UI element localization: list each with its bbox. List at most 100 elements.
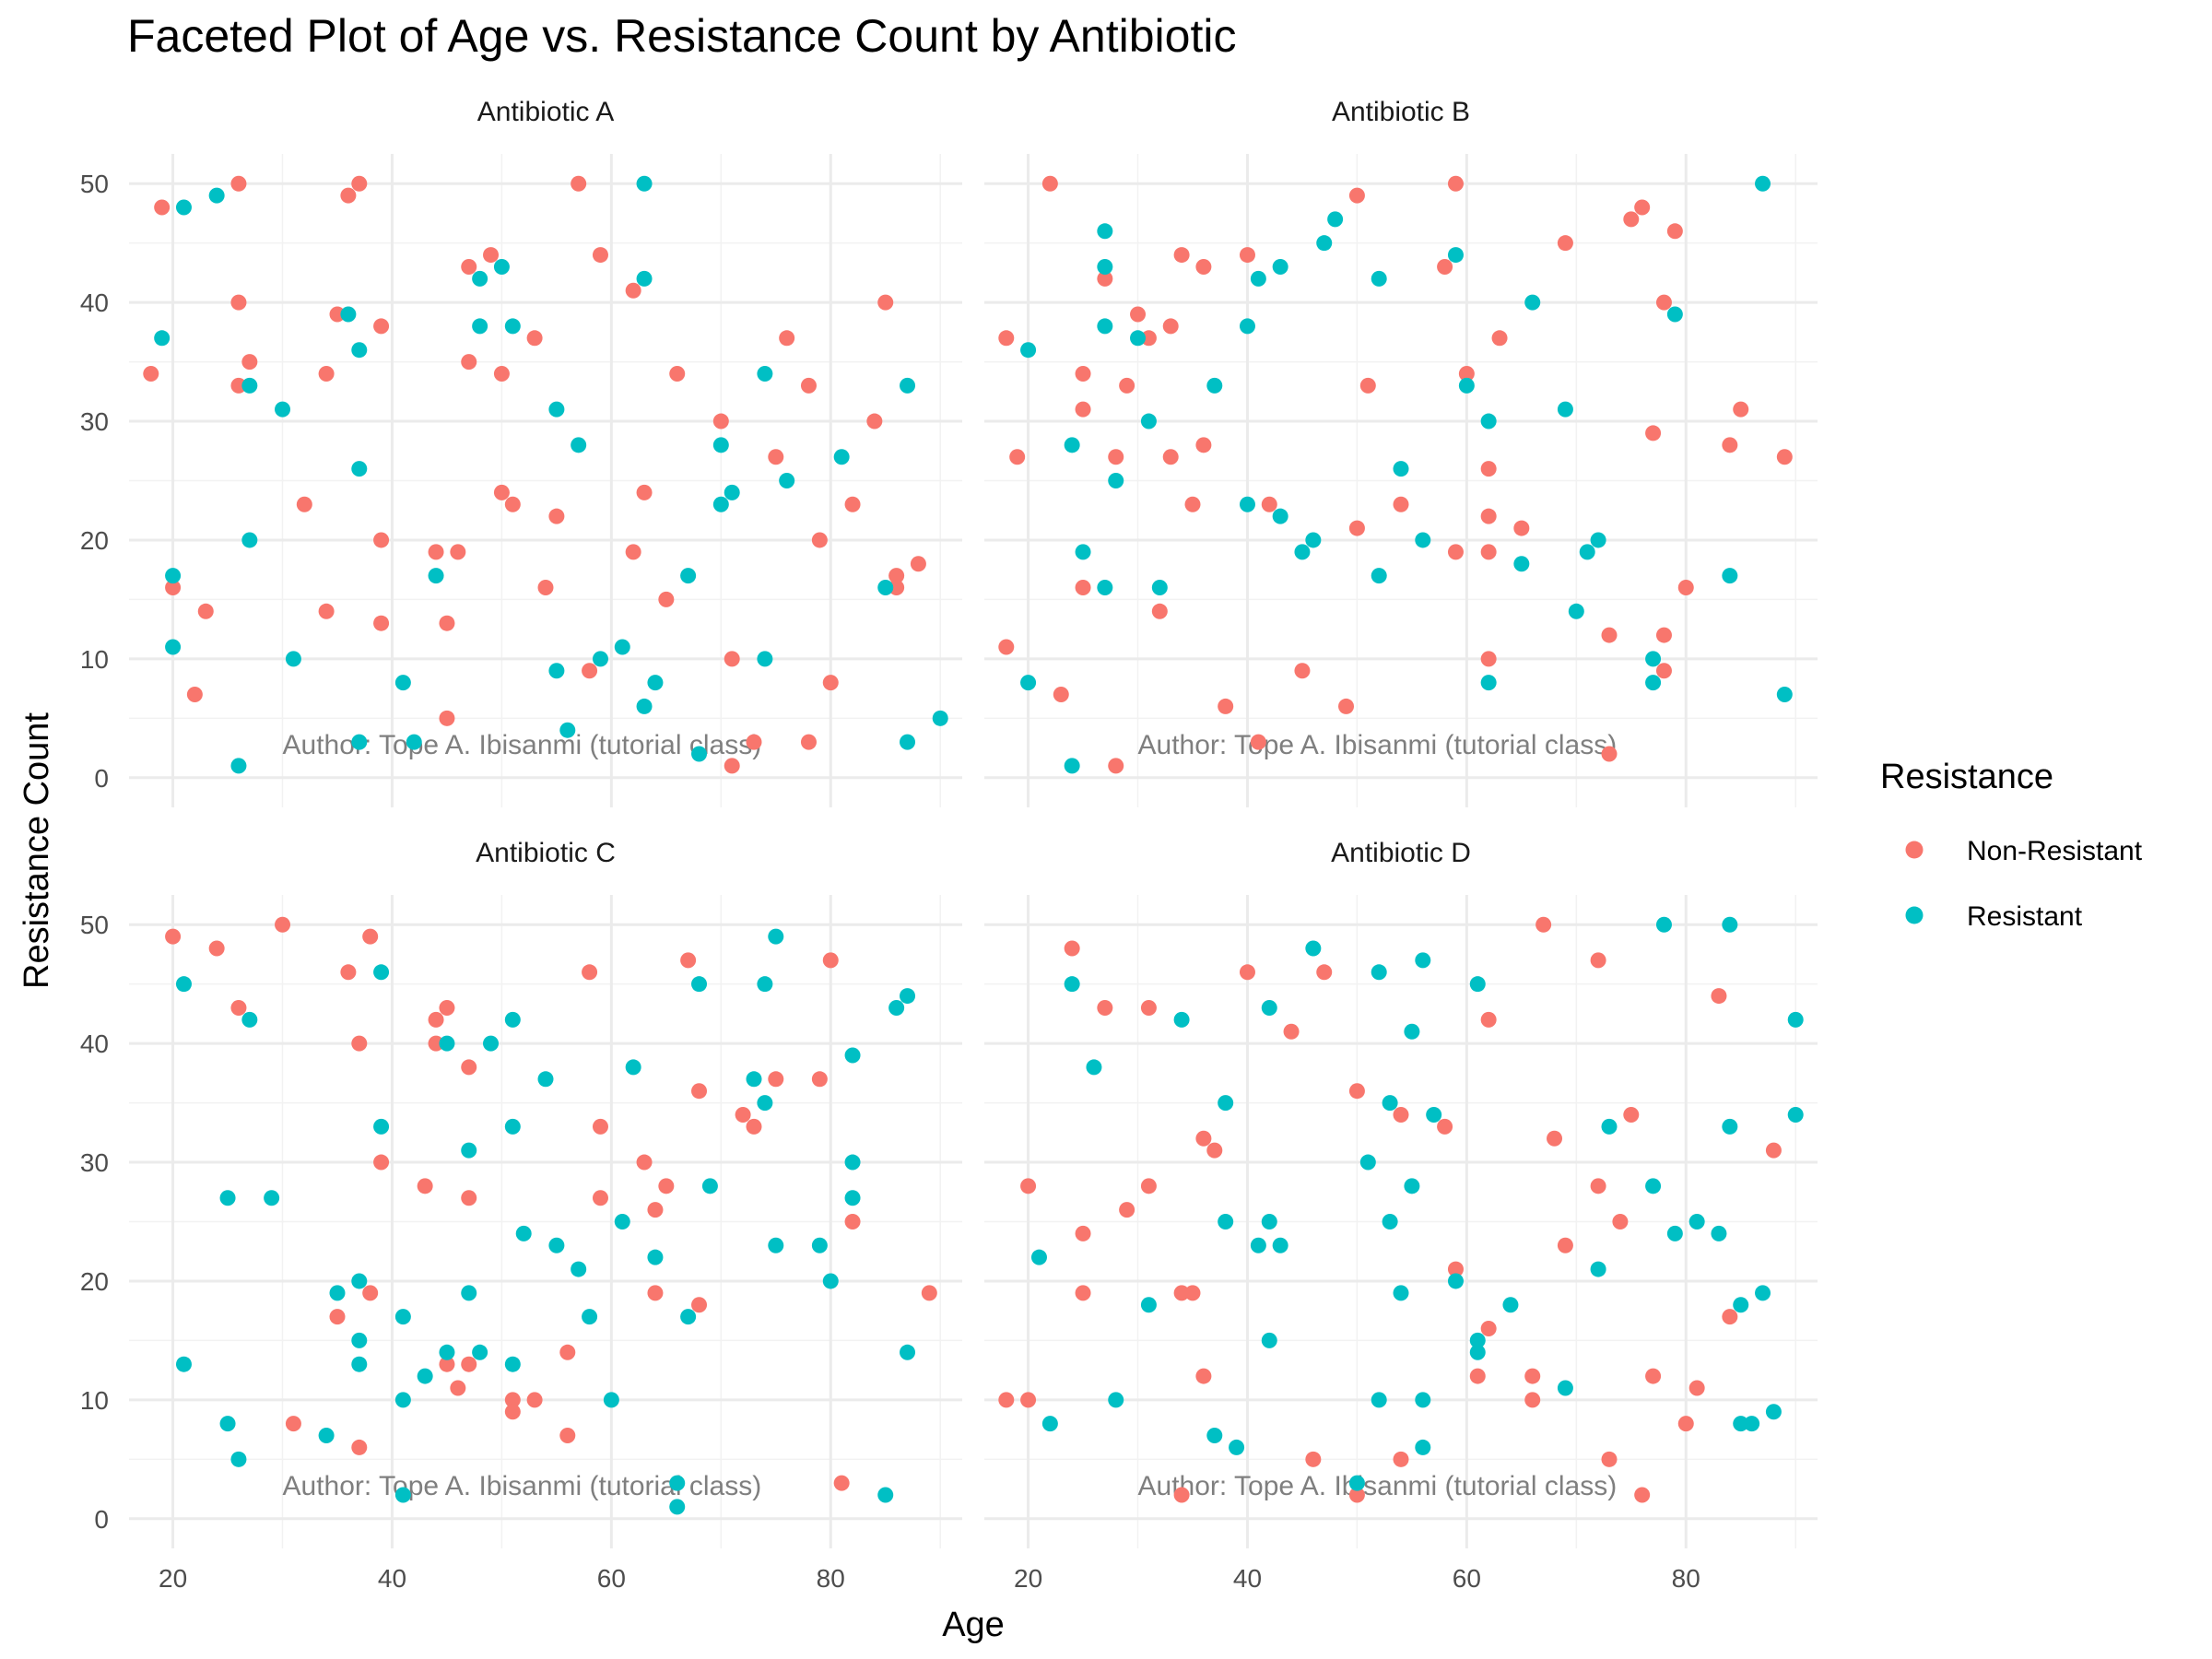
data-point-non-resistant: [428, 1011, 444, 1028]
data-point-resistant: [1645, 1178, 1662, 1194]
data-point-resistant: [428, 568, 444, 584]
data-point-resistant: [1294, 544, 1311, 560]
data-point-resistant: [351, 1273, 368, 1289]
data-point-non-resistant: [417, 1178, 433, 1194]
y-tick-label: 50: [80, 911, 109, 939]
data-point-resistant: [515, 1225, 532, 1241]
data-point-non-resistant: [1765, 1142, 1782, 1159]
data-point-resistant: [1393, 461, 1409, 477]
data-point-non-resistant: [844, 496, 861, 512]
data-point-non-resistant: [647, 1285, 664, 1301]
data-point-non-resistant: [998, 330, 1015, 347]
data-point-non-resistant: [1547, 1130, 1563, 1147]
data-point-resistant: [1666, 1225, 1683, 1241]
data-point-non-resistant: [362, 1285, 379, 1301]
data-point-resistant: [472, 270, 488, 287]
data-point-resistant: [1173, 1011, 1190, 1028]
data-point-resistant: [833, 449, 850, 465]
data-point-non-resistant: [373, 615, 390, 631]
data-point-non-resistant: [1173, 247, 1190, 264]
data-point-resistant: [1415, 1439, 1431, 1455]
data-point-non-resistant: [1491, 330, 1508, 347]
data-point-resistant: [1722, 1118, 1738, 1135]
data-point-resistant: [1075, 544, 1091, 560]
data-point-non-resistant: [1458, 365, 1475, 382]
data-point-resistant: [1151, 580, 1168, 596]
y-tick-label: 10: [80, 1386, 109, 1415]
data-point-resistant: [1108, 1392, 1124, 1408]
y-tick-label: 20: [80, 1267, 109, 1296]
data-point-resistant: [1765, 1404, 1782, 1420]
data-point-non-resistant: [1195, 1130, 1212, 1147]
data-point-non-resistant: [1623, 1106, 1640, 1123]
data-point-non-resistant: [1677, 1416, 1694, 1432]
data-point-non-resistant: [526, 1392, 543, 1408]
data-point-non-resistant: [1316, 964, 1333, 981]
data-point-resistant: [1480, 413, 1497, 429]
data-point-non-resistant: [1469, 1368, 1486, 1384]
data-point-resistant: [1218, 1214, 1234, 1230]
data-point-resistant: [417, 1368, 433, 1384]
data-point-resistant: [757, 651, 773, 667]
data-point-resistant: [219, 1190, 236, 1206]
data-point-resistant: [888, 999, 905, 1016]
data-point-resistant: [165, 639, 182, 655]
x-tick-label: 40: [378, 1564, 406, 1593]
data-point-non-resistant: [592, 247, 608, 264]
data-point-resistant: [394, 1392, 411, 1408]
data-point-non-resistant: [592, 1190, 608, 1206]
data-point-non-resistant: [1480, 1321, 1497, 1337]
data-point-non-resistant: [1447, 175, 1464, 192]
y-tick-label: 50: [80, 170, 109, 198]
data-point-non-resistant: [1677, 580, 1694, 596]
data-point-resistant: [822, 1273, 839, 1289]
data-point-resistant: [1415, 532, 1431, 548]
y-tick-label: 40: [80, 288, 109, 317]
data-point-resistant: [1239, 318, 1255, 335]
data-point-non-resistant: [768, 449, 784, 465]
data-point-non-resistant: [1612, 1214, 1629, 1230]
x-axis-title: Age: [942, 1606, 1005, 1644]
data-point-resistant: [1787, 1106, 1804, 1123]
data-point-non-resistant: [1140, 330, 1157, 347]
data-point-non-resistant: [1722, 437, 1738, 453]
data-point-non-resistant: [461, 1059, 477, 1076]
data-point-resistant: [504, 318, 521, 335]
data-point-non-resistant: [1206, 1142, 1223, 1159]
data-point-non-resistant: [1655, 294, 1672, 311]
data-point-resistant: [504, 1118, 521, 1135]
data-point-non-resistant: [1348, 187, 1365, 204]
data-point-non-resistant: [1184, 1285, 1201, 1301]
data-point-resistant: [1458, 377, 1475, 394]
data-point-resistant: [548, 663, 565, 679]
data-point-non-resistant: [504, 1404, 521, 1420]
data-point-resistant: [230, 1451, 247, 1467]
data-point-non-resistant: [483, 247, 500, 264]
data-point-resistant: [439, 1344, 455, 1360]
data-point-resistant: [844, 1190, 861, 1206]
data-point-resistant: [844, 1047, 861, 1064]
legend-key-resistant: [1905, 906, 1924, 924]
data-point-non-resistant: [1623, 211, 1640, 228]
data-point-resistant: [636, 175, 653, 192]
data-point-non-resistant: [439, 615, 455, 631]
data-point-resistant: [1513, 556, 1530, 572]
data-point-non-resistant: [1140, 1178, 1157, 1194]
data-point-non-resistant: [1130, 306, 1147, 323]
data-point-non-resistant: [1480, 544, 1497, 560]
data-point-non-resistant: [1634, 199, 1651, 216]
data-point-non-resistant: [461, 258, 477, 275]
data-point-non-resistant: [461, 354, 477, 371]
data-point-non-resistant: [746, 1118, 762, 1135]
data-point-resistant: [472, 1344, 488, 1360]
data-point-non-resistant: [439, 1356, 455, 1372]
data-point-non-resistant: [1140, 999, 1157, 1016]
data-point-resistant: [1097, 258, 1113, 275]
data-point-resistant: [691, 976, 708, 993]
data-point-resistant: [241, 532, 258, 548]
data-point-non-resistant: [1009, 449, 1026, 465]
data-point-non-resistant: [504, 496, 521, 512]
data-point-non-resistant: [1195, 1368, 1212, 1384]
data-point-non-resistant: [186, 687, 203, 703]
data-point-non-resistant: [362, 928, 379, 945]
